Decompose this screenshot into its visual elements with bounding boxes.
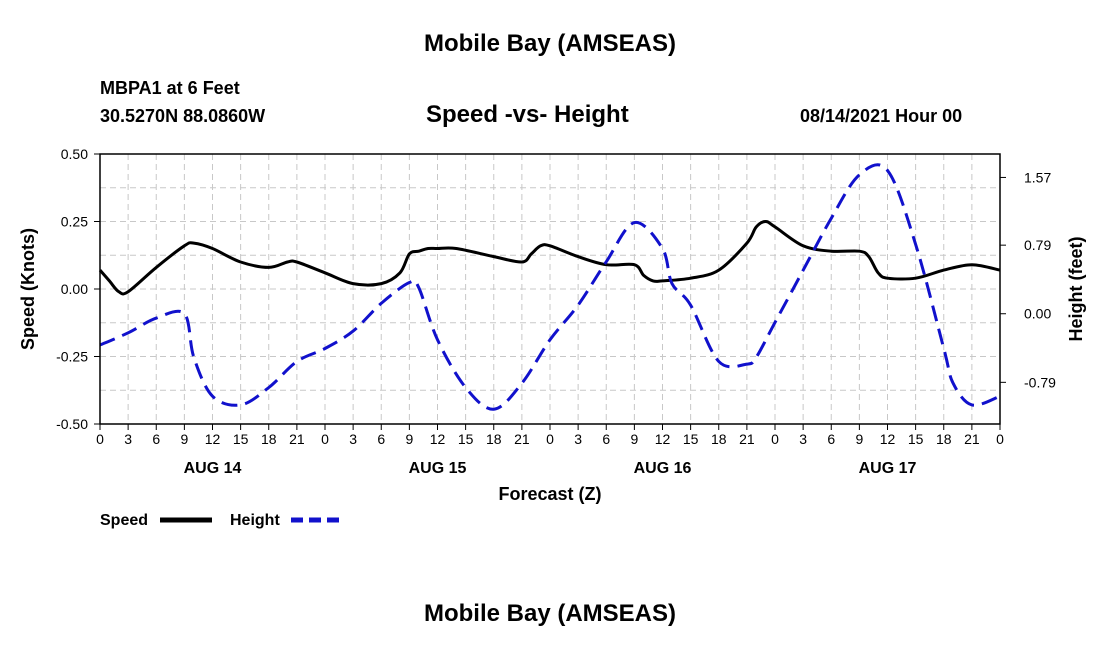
station-label: MBPA1 at 6 Feet — [100, 78, 240, 98]
height-series-line — [99, 163, 1001, 411]
y-tick-label: 0.50 — [61, 146, 88, 162]
y-tick-label: 0.25 — [61, 214, 88, 230]
speed-series-line — [98, 220, 1001, 296]
day-label: AUG 16 — [634, 460, 692, 477]
x-tick-label: 15 — [458, 431, 474, 447]
x-tick-label: 18 — [711, 431, 727, 447]
x-tick-label: 21 — [964, 431, 980, 447]
x-tick-label: 21 — [514, 431, 530, 447]
x-tick-label: 12 — [205, 431, 221, 447]
x-tick-label: 6 — [827, 431, 835, 447]
x-tick-label: 6 — [152, 431, 160, 447]
x-tick-label: 0 — [321, 431, 329, 447]
y2-tick-label: 1.57 — [1024, 169, 1051, 185]
x-tick-label: 3 — [124, 431, 132, 447]
x-tick-label: 0 — [996, 431, 1004, 447]
x-tick-label: 18 — [261, 431, 277, 447]
x-tick-label: 9 — [405, 431, 413, 447]
day-label: AUG 17 — [859, 460, 917, 477]
chart-title: Mobile Bay (AMSEAS) — [423, 30, 677, 57]
x-tick-label: 0 — [96, 431, 104, 447]
x-tick-label: 0 — [546, 431, 554, 447]
x-tick-label: 18 — [936, 431, 952, 447]
x-tick-label: 12 — [655, 431, 671, 447]
legend-speed-label: Speed — [100, 512, 148, 529]
y-tick-label: -0.50 — [56, 416, 88, 432]
x-tick-label: 3 — [574, 431, 582, 447]
x-tick-label: 6 — [602, 431, 610, 447]
y-tick-label: 0.00 — [61, 281, 88, 297]
footer-title: Mobile Bay (AMSEAS) — [423, 600, 677, 627]
x-tick-label: 3 — [349, 431, 357, 447]
x-tick-label: 15 — [908, 431, 924, 447]
day-label: AUG 15 — [409, 460, 467, 477]
x-tick-label: 3 — [799, 431, 807, 447]
y2-tick-label: 0.00 — [1024, 306, 1051, 322]
x-tick-label: 6 — [377, 431, 385, 447]
coordinates-label: 30.5270N 88.0860W — [100, 106, 266, 126]
x-tick-label: 12 — [880, 431, 896, 447]
series-group — [98, 163, 1001, 411]
x-tick-label: 15 — [683, 431, 699, 447]
y-axis-label: Speed (Knots) — [18, 228, 38, 350]
x-tick-label: 21 — [289, 431, 305, 447]
axes: 0 3 6 9 12 15 18 21 0 3 6 9 12 15 18 21 0 3 6 9 12 15 18 21 0 3 6 9… — [56, 146, 1056, 477]
x-tick-label: 12 — [430, 431, 446, 447]
x-tick-label: 0 — [771, 431, 779, 447]
y2-tick-label: 0.79 — [1024, 237, 1051, 253]
x-tick-label: 9 — [180, 431, 188, 447]
grid — [100, 154, 1000, 424]
chart-subtitle: Speed -vs- Height — [426, 101, 629, 128]
legend-height-label: Height — [230, 512, 280, 529]
day-label: AUG 14 — [184, 460, 242, 477]
x-tick-label: 15 — [233, 431, 249, 447]
y-tick-label: -0.25 — [56, 349, 88, 365]
x-tick-label: 18 — [486, 431, 502, 447]
y2-tick-label: -0.79 — [1024, 374, 1056, 390]
y2-axis-label: Height (feet) — [1066, 237, 1086, 342]
x-tick-label: 21 — [739, 431, 755, 447]
x-tick-label: 9 — [630, 431, 638, 447]
x-axis-label: Forecast (Z) — [498, 484, 601, 504]
x-tick-label: 9 — [855, 431, 863, 447]
forecast-datetime: 08/14/2021 Hour 00 — [800, 106, 963, 126]
legend: Speed Height — [100, 512, 343, 529]
